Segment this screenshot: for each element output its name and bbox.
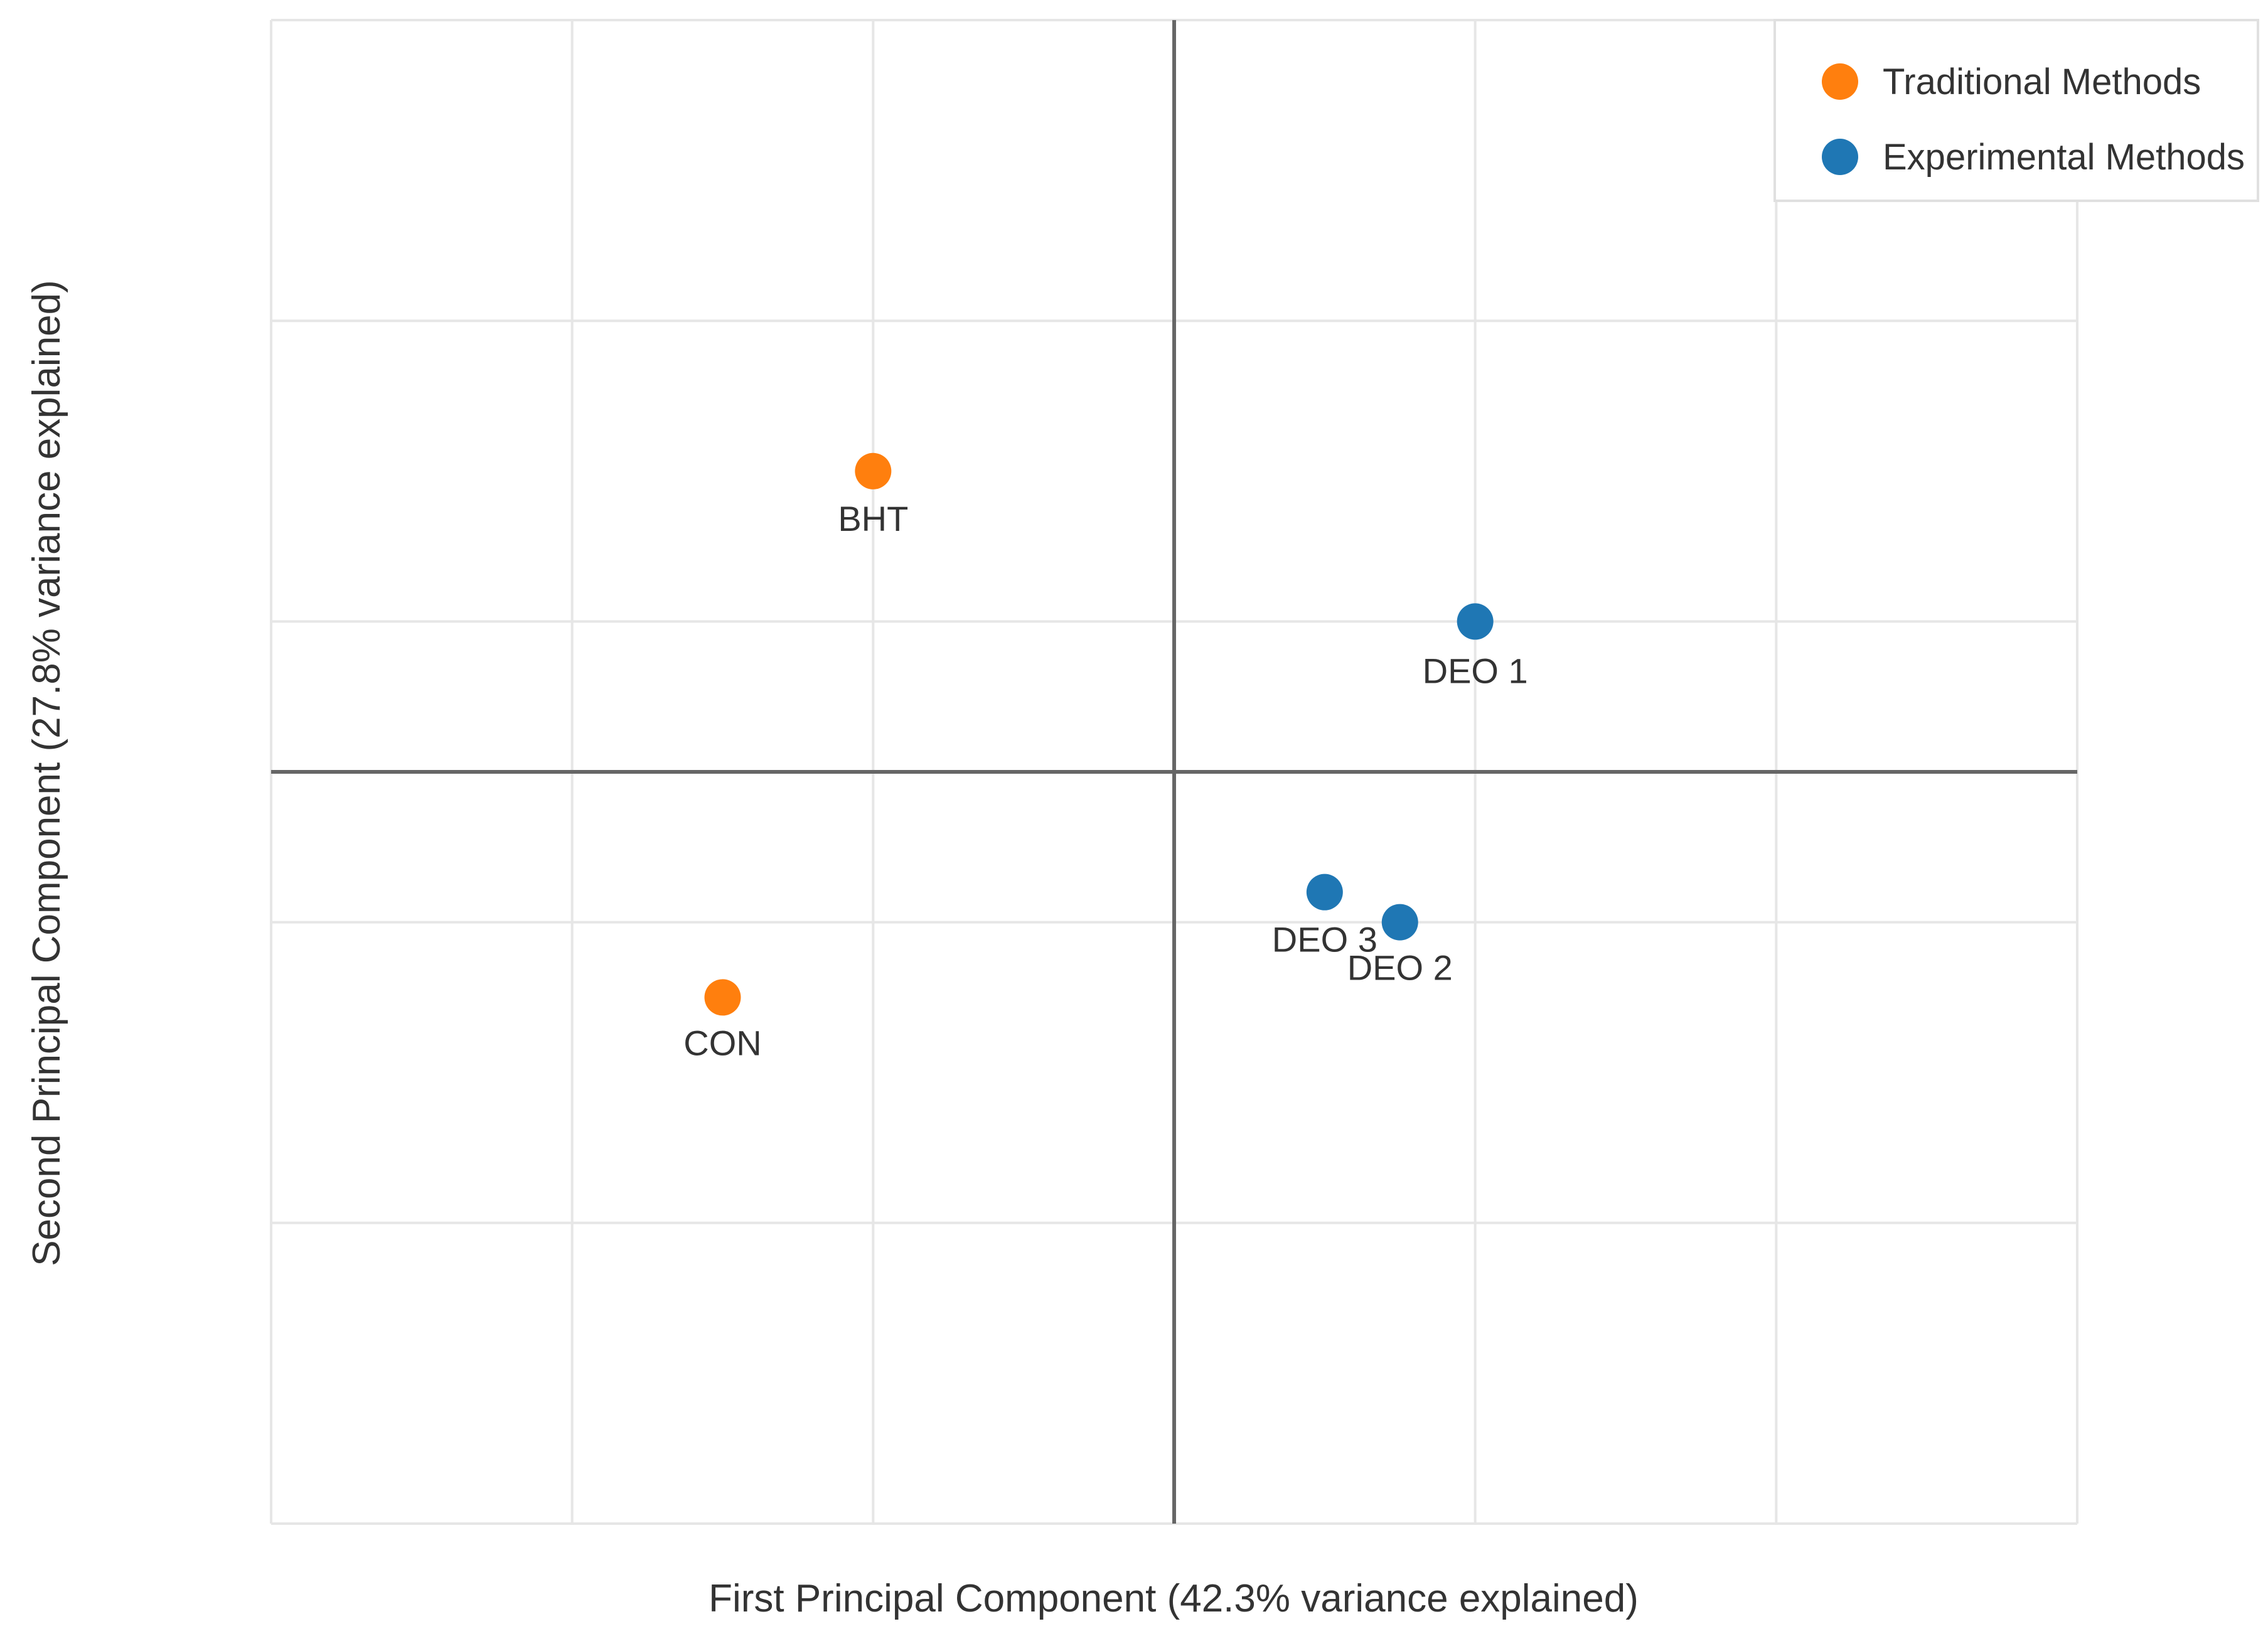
point-label-bht: BHT xyxy=(838,499,908,538)
legend-marker-traditional-methods xyxy=(1822,63,1858,100)
y-axis-title: Second Principal Component (27.8% varian… xyxy=(25,280,68,1266)
point-label-deo-1: DEO 1 xyxy=(1423,651,1528,690)
legend-label-traditional-methods: Traditional Methods xyxy=(1883,61,2201,102)
point-con[interactable] xyxy=(704,979,741,1016)
legend-box xyxy=(1773,19,2259,202)
x-axis-title: First Principal Component (42.3% varianc… xyxy=(709,1577,1639,1620)
legend: Traditional Methods Experimental Methods xyxy=(1773,19,2259,202)
legend-label-experimental-methods: Experimental Methods xyxy=(1883,137,2245,178)
point-deo-1[interactable] xyxy=(1457,603,1494,640)
point-deo-3[interactable] xyxy=(1306,874,1343,911)
data-points xyxy=(704,452,1494,1016)
point-label-con: CON xyxy=(683,1023,761,1062)
point-label-deo-3: DEO 3 xyxy=(1272,920,1377,959)
point-deo-2[interactable] xyxy=(1381,904,1418,941)
zero-lines xyxy=(271,20,2077,1524)
legend-marker-experimental-methods xyxy=(1822,139,1858,175)
point-label-deo-2: DEO 2 xyxy=(1347,948,1453,988)
point-bht[interactable] xyxy=(855,452,892,489)
